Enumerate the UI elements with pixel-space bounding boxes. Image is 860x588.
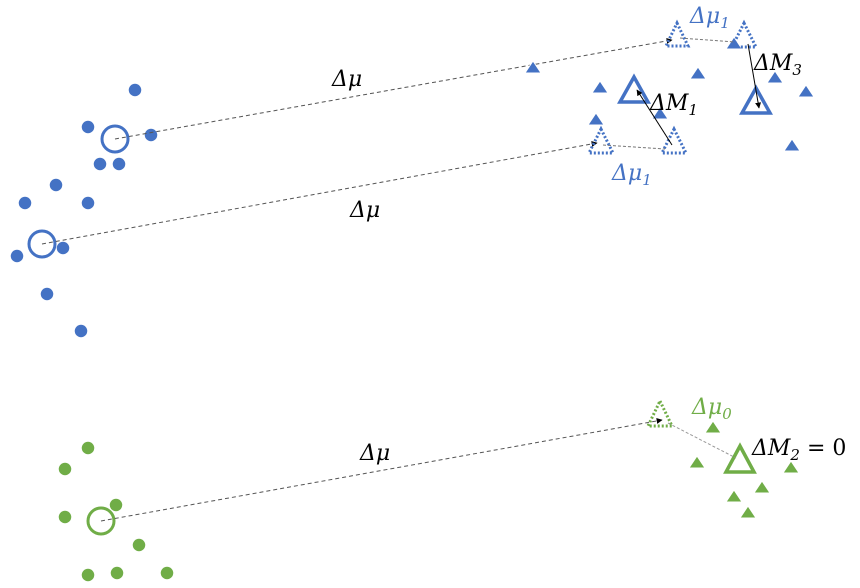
- blue-source-point: [9, 248, 25, 264]
- blue-source-point: [80, 195, 96, 211]
- blue-source-point: [143, 127, 159, 143]
- blue-source-point: [73, 323, 89, 339]
- green-source-point: [80, 440, 96, 456]
- green-source-point: [80, 567, 96, 583]
- delta-mu1-arrow-top: [679, 37, 736, 43]
- blue-shifted-triangle-top-left: [663, 19, 691, 48]
- delta-M1-arrow: [636, 89, 673, 146]
- label-delta-mu-middle: Δμ: [349, 198, 380, 223]
- delta-mu1-arrow-middle: [602, 144, 666, 150]
- green-target-point: [688, 455, 706, 469]
- blue-source-centroid-middle: [27, 229, 57, 259]
- label-delta-M3: ΔM3: [753, 51, 802, 79]
- label-delta-mu-bottom: Δμ: [359, 441, 390, 466]
- blue-target-point: [689, 66, 707, 80]
- green-target-point: [739, 505, 757, 519]
- blue-target-centroid-top: [739, 84, 773, 115]
- label-delta-mu0: Δμ0: [691, 395, 732, 423]
- label-delta-mu1-middle: Δμ1: [611, 161, 652, 189]
- blue-source-point: [48, 177, 64, 193]
- green-target-point: [704, 420, 722, 434]
- shift-arrow-bottom: [100, 418, 663, 522]
- blue-target-point: [524, 60, 542, 74]
- blue-target-point: [587, 112, 605, 126]
- green-target-centroid: [723, 442, 757, 474]
- blue-shifted-triangle-mid-left: [586, 125, 616, 155]
- green-target-point: [782, 460, 800, 474]
- green-source-point: [57, 461, 73, 477]
- green-source-point: [131, 537, 147, 553]
- green-source-point: [159, 565, 175, 581]
- green-target-point: [725, 489, 743, 503]
- blue-source-centroid-top: [100, 124, 130, 154]
- label-delta-mu1-top: Δμ1: [689, 4, 730, 32]
- delta-M3-arrow: [747, 43, 762, 109]
- green-source-centroid: [86, 506, 116, 536]
- shift-arrow-middle: [41, 141, 598, 245]
- shift-arrow-top: [114, 37, 673, 140]
- green-source-points: [57, 440, 175, 583]
- blue-shifted-triangle-mid-right: [659, 125, 689, 155]
- green-shifted-triangle: [645, 397, 675, 428]
- green-source-point: [57, 509, 73, 525]
- green-source-point: [108, 497, 124, 513]
- green-target-point: [753, 480, 771, 494]
- blue-source-point: [55, 240, 71, 256]
- blue-target-centroid-mid: [617, 73, 651, 104]
- blue-target-point: [797, 84, 815, 98]
- blue-source-points: [9, 82, 159, 339]
- blue-source-point: [80, 119, 96, 135]
- blue-source-point: [92, 156, 108, 172]
- label-delta-M2: ΔM2 = 0: [751, 436, 846, 464]
- blue-source-point: [39, 286, 55, 302]
- blue-source-point: [111, 156, 127, 172]
- green-source-point: [109, 565, 125, 581]
- green-target-points: [688, 420, 800, 519]
- blue-target-points: [524, 36, 815, 152]
- blue-source-point: [127, 82, 143, 98]
- blue-shifted-triangle-top-right: [729, 19, 759, 49]
- blue-target-point: [651, 106, 669, 120]
- blue-target-point: [783, 138, 801, 152]
- label-delta-M1: ΔM1: [649, 91, 698, 119]
- label-delta-mu-top: Δμ: [331, 67, 362, 92]
- blue-source-point: [17, 195, 33, 211]
- blue-target-point: [591, 80, 609, 94]
- delta-mu0-arrow: [667, 422, 737, 459]
- blue-target-point: [766, 70, 784, 84]
